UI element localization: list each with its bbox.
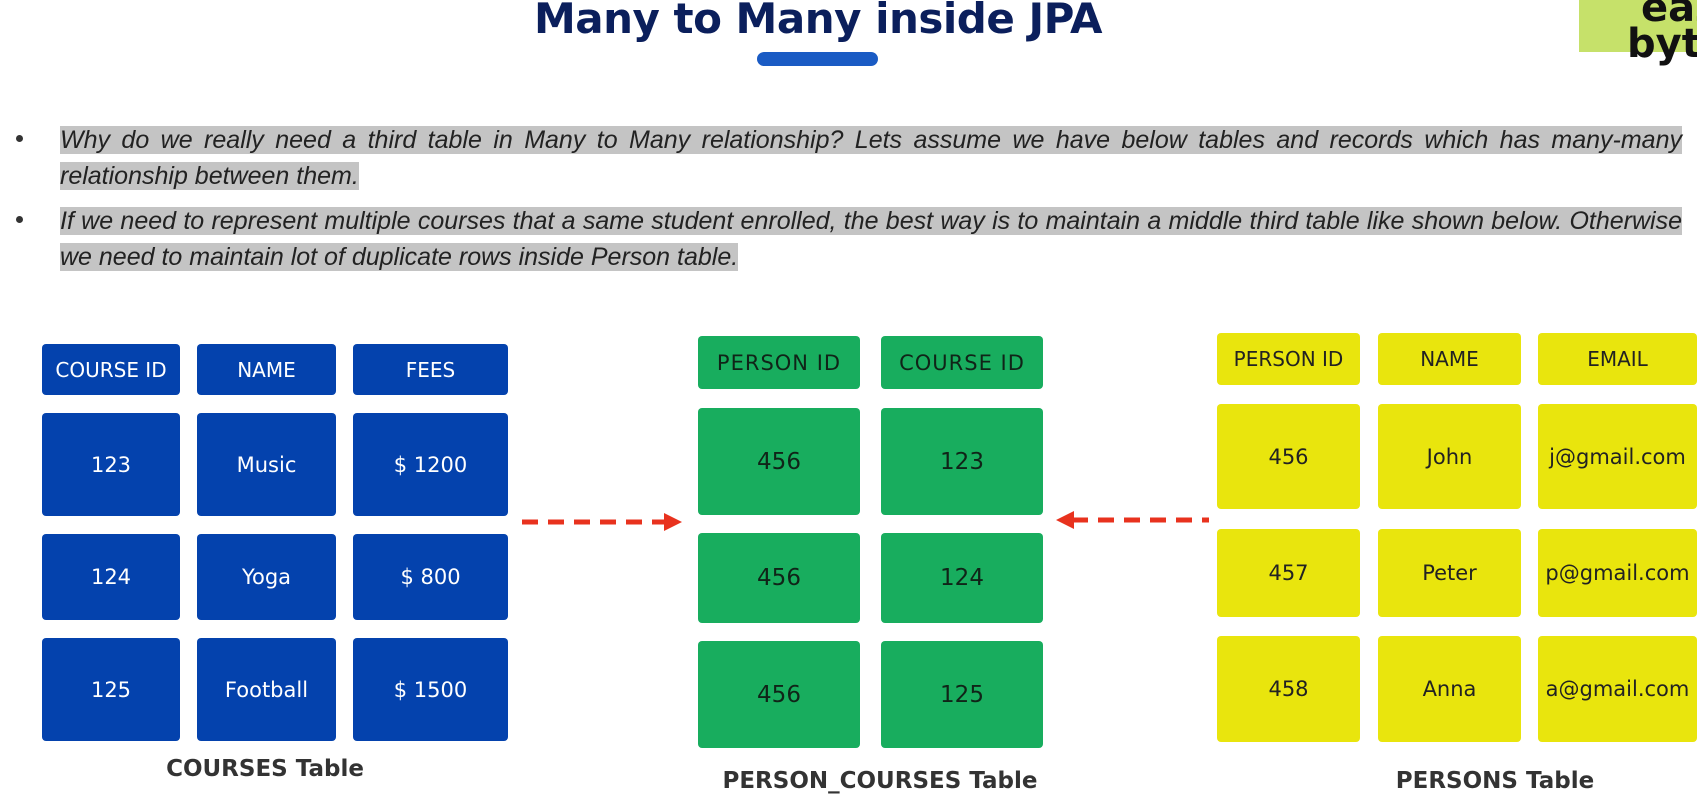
- persons-cell: 456: [1217, 404, 1360, 509]
- persons-header-cell: NAME: [1378, 333, 1521, 385]
- courses-cell: Music: [197, 413, 336, 516]
- person-courses-cell: 456: [698, 533, 860, 623]
- person-courses-cell: 456: [698, 408, 860, 515]
- persons-cell: Peter: [1378, 529, 1521, 617]
- arrow-right-icon: [522, 513, 682, 531]
- persons-cell: 457: [1217, 529, 1360, 617]
- bullet-text: If we need to represent multiple courses…: [60, 207, 1682, 271]
- logo-text-line2: byt: [1627, 21, 1697, 67]
- persons-cell: John: [1378, 404, 1521, 509]
- person-courses-cell: 124: [881, 533, 1043, 623]
- person-courses-cell: 123: [881, 408, 1043, 515]
- persons-header-cell: PERSON ID: [1217, 333, 1360, 385]
- persons-cell: 458: [1217, 636, 1360, 742]
- courses-header-cell: COURSE ID: [42, 344, 180, 395]
- courses-header-cell: FEES: [353, 344, 508, 395]
- persons-caption: PERSONS Table: [1395, 768, 1595, 794]
- courses-header-cell: NAME: [197, 344, 336, 395]
- courses-cell: 123: [42, 413, 180, 516]
- courses-cell: Football: [197, 638, 336, 741]
- persons-header-cell: EMAIL: [1538, 333, 1697, 385]
- courses-caption: COURSES Table: [166, 756, 364, 782]
- bullet-dot: [16, 135, 23, 142]
- title-underline: [757, 52, 878, 66]
- bullet-dot: [16, 216, 23, 223]
- person-courses-cell: 456: [698, 641, 860, 748]
- courses-cell: Yoga: [197, 534, 336, 620]
- persons-cell: Anna: [1378, 636, 1521, 742]
- courses-cell: 125: [42, 638, 180, 741]
- person-courses-header-cell: PERSON ID: [698, 336, 860, 389]
- courses-cell: $ 1200: [353, 413, 508, 516]
- person-courses-caption: PERSON_COURSES Table: [722, 768, 1038, 794]
- bullet-text: Why do we really need a third table in M…: [60, 126, 1682, 190]
- brand-logo: eaz byt: [1579, 0, 1697, 64]
- persons-cell: a@gmail.com: [1538, 636, 1697, 742]
- logo-text-line1: eaz: [1641, 0, 1697, 31]
- courses-cell: $ 800: [353, 534, 508, 620]
- person-courses-cell: 125: [881, 641, 1043, 748]
- courses-cell: $ 1500: [353, 638, 508, 741]
- persons-cell: p@gmail.com: [1538, 529, 1697, 617]
- persons-cell: j@gmail.com: [1538, 404, 1697, 509]
- courses-cell: 124: [42, 534, 180, 620]
- arrow-left-icon: [1056, 511, 1209, 529]
- person-courses-header-cell: COURSE ID: [881, 336, 1043, 389]
- page-title: Many to Many inside JPA: [533, 0, 1103, 43]
